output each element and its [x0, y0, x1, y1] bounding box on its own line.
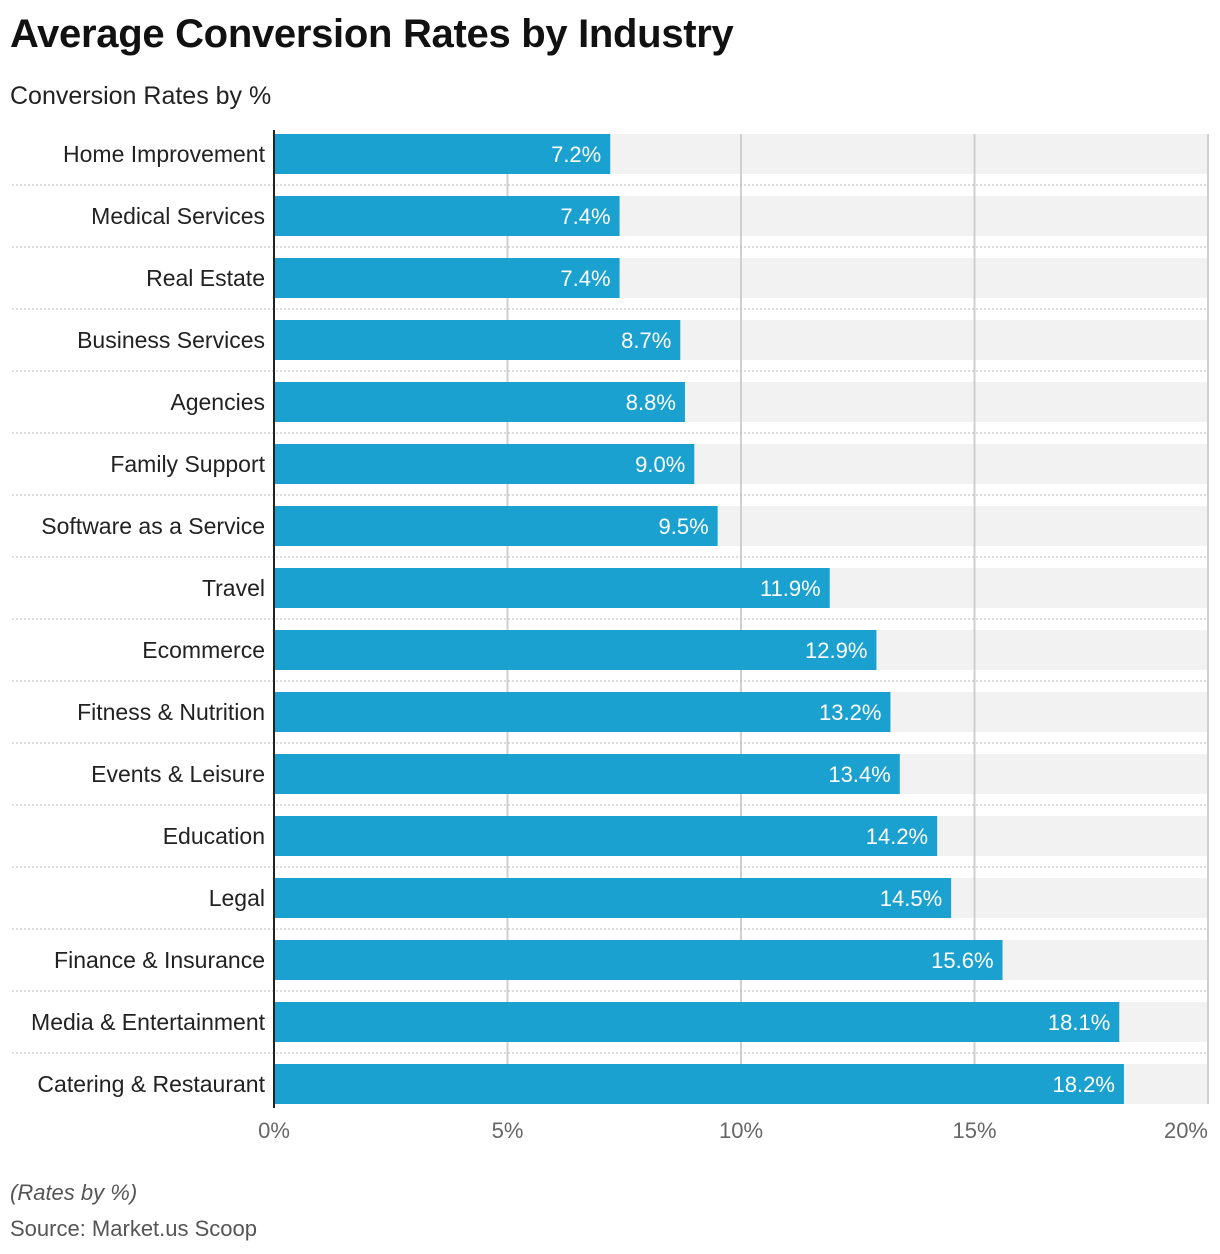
bar [274, 568, 830, 608]
category-label: Ecommerce [142, 637, 265, 663]
value-label: 8.7% [621, 328, 671, 353]
value-label: 14.2% [866, 824, 928, 849]
bar [274, 506, 718, 546]
bar [274, 878, 952, 918]
x-tick-label: 5% [492, 1118, 524, 1143]
category-label: Legal [209, 885, 265, 911]
bar [274, 320, 681, 360]
bar [274, 134, 611, 174]
chart-footnote: (Rates by %) [10, 1180, 138, 1205]
value-label: 7.4% [560, 204, 610, 229]
value-label: 7.4% [560, 266, 610, 291]
bar [274, 258, 620, 298]
category-label: Media & Entertainment [31, 1009, 266, 1035]
value-label: 12.9% [805, 638, 867, 663]
bar-chart: Home Improvement 7.2% Medical Services 7.4%… [12, 130, 1209, 1143]
bar [274, 444, 695, 484]
bar [274, 754, 900, 794]
x-tick-label: 15% [952, 1118, 996, 1143]
category-label: Family Support [110, 451, 265, 477]
category-label: Fitness & Nutrition [77, 699, 265, 725]
x-tick-label: 10% [719, 1118, 763, 1143]
x-tick-label: 20% [1164, 1118, 1208, 1143]
category-label: Medical Services [91, 203, 265, 229]
category-label: Catering & Restaurant [37, 1071, 265, 1097]
value-label: 9.5% [658, 514, 708, 539]
chart-subtitle: Conversion Rates by % [10, 82, 272, 110]
category-label: Finance & Insurance [54, 947, 265, 973]
bar [274, 692, 891, 732]
value-label: 8.8% [626, 390, 676, 415]
chart-source: Source: Market.us Scoop [10, 1216, 258, 1241]
bar [274, 196, 620, 236]
category-label: Travel [202, 575, 265, 601]
value-label: 15.6% [931, 948, 993, 973]
bar [274, 1002, 1120, 1042]
value-label: 13.2% [819, 700, 881, 725]
category-label: Home Improvement [63, 141, 266, 167]
bar [274, 382, 685, 422]
value-label: 9.0% [635, 452, 685, 477]
category-label: Real Estate [146, 265, 265, 291]
value-label: 13.4% [828, 762, 890, 787]
bar [274, 630, 877, 670]
category-label: Business Services [77, 327, 265, 353]
value-label: 7.2% [551, 142, 601, 167]
value-label: 18.1% [1048, 1010, 1110, 1035]
bar [274, 816, 938, 856]
category-label: Education [163, 823, 265, 849]
value-label: 11.9% [760, 576, 821, 601]
chart-title: Average Conversion Rates by Industry [10, 12, 734, 56]
bar [274, 1064, 1124, 1104]
value-label: 14.5% [880, 886, 942, 911]
bar [274, 940, 1003, 980]
value-label: 18.2% [1053, 1072, 1115, 1097]
category-label: Software as a Service [41, 513, 265, 539]
x-tick-label: 0% [258, 1118, 290, 1143]
category-label: Events & Leisure [91, 761, 265, 787]
category-label: Agencies [170, 389, 265, 415]
